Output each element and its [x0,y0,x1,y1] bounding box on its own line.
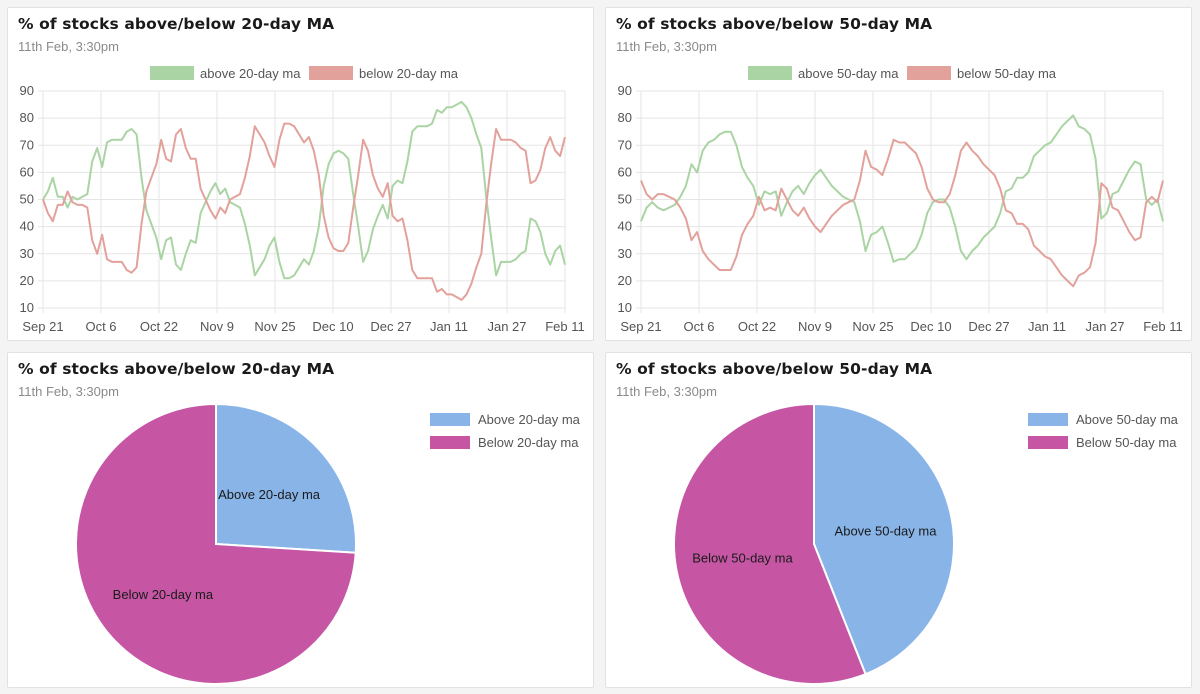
x-tick-label: Oct 22 [738,319,776,334]
x-tick-label: Nov 9 [200,319,234,334]
x-tick-label: Dec 10 [312,319,353,334]
x-tick-label: Oct 6 [85,319,116,334]
y-tick-label: 90 [618,83,632,98]
card-title: % of stocks above/below 50-day MA [616,360,933,378]
card-pie-50: % of stocks above/below 50-day MA 11th F… [605,352,1192,688]
y-tick-label: 80 [20,110,34,125]
y-tick-label: 10 [618,300,632,315]
y-tick-label: 90 [20,83,34,98]
line-chart-50-day: 10 20 30 40 50 60 70 80 90 Sep 21 Oct 6 Oct 22 Nov 9… [618,66,1183,334]
card-pie-20: % of stocks above/below 20-day MA 11th F… [7,352,594,688]
pie-slice [673,402,867,685]
legend-label: below 50-day ma [957,66,1057,81]
legend-swatch [430,413,470,426]
y-tick-label: 40 [20,219,34,234]
y-tick-label: 20 [20,273,34,288]
card-title: % of stocks above/below 50-day MA [616,15,933,33]
legend-swatch [430,436,470,449]
card-subtitle: 11th Feb, 3:30pm [616,39,717,54]
legend-swatch [1028,413,1068,426]
x-tick-label: Feb 11 [1143,319,1183,334]
legend-label: Below 20-day ma [478,435,579,450]
legend-swatch [309,66,353,80]
legend-label: above 50-day ma [798,66,899,81]
legend-swatch [748,66,792,80]
pie-slice-label: Above 20-day ma [218,487,321,502]
y-tick-label: 60 [618,164,632,179]
x-tick-label: Jan 27 [487,319,526,334]
y-tick-label: 10 [20,300,34,315]
x-tick-label: Dec 27 [370,319,411,334]
y-tick-label: 60 [20,164,34,179]
x-tick-label: Nov 9 [798,319,832,334]
y-tick-label: 80 [618,110,632,125]
series-line [640,138,1164,288]
pie-chart-20-day: Above 20-day ma Below 20-day ma Above 20-d… [75,402,581,685]
x-tick-label: Sep 21 [620,319,661,334]
x-tick-label: Dec 10 [910,319,951,334]
legend-label: Above 20-day ma [478,412,581,427]
series-line [42,122,566,301]
card-title: % of stocks above/below 20-day MA [18,360,335,378]
y-tick-label: 70 [20,137,34,152]
x-tick-label: Jan 11 [430,319,468,334]
x-tick-label: Oct 22 [140,319,178,334]
y-tick-label: 30 [20,246,34,261]
x-tick-label: Sep 21 [22,319,63,334]
y-tick-label: 70 [618,137,632,152]
y-tick-label: 50 [618,192,632,207]
pie-chart-50-day: Above 50-day ma Below 50-day ma Above 50-d… [673,402,1179,685]
pie-slice [215,402,357,554]
legend-label: Below 50-day ma [1076,435,1177,450]
x-tick-label: Jan 11 [1028,319,1066,334]
card-subtitle: 11th Feb, 3:30pm [18,39,119,54]
legend-swatch [150,66,194,80]
legend-label: Above 50-day ma [1076,412,1179,427]
pie-slice-label: Above 50-day ma [835,523,938,538]
card-subtitle: 11th Feb, 3:30pm [616,384,717,399]
legend-swatch [907,66,951,80]
x-tick-label: Nov 25 [254,319,295,334]
card-subtitle: 11th Feb, 3:30pm [18,384,119,399]
x-tick-label: Nov 25 [852,319,893,334]
y-tick-label: 50 [20,192,34,207]
x-tick-label: Oct 6 [683,319,714,334]
legend-swatch [1028,436,1068,449]
pie-slice-label: Below 50-day ma [692,551,793,566]
line-chart-20-day: 10 20 30 40 50 60 70 80 90 Sep 21 Oct 6 Oct 22 Nov 9… [20,66,585,334]
pie-slice [75,402,357,685]
series-line [42,100,566,280]
legend-label: above 20-day ma [200,66,301,81]
pie-slice [813,402,955,676]
card-line-20: % of stocks above/below 20-day MA 11th F… [7,7,594,341]
x-tick-label: Feb 11 [545,319,585,334]
series-line [640,114,1164,263]
x-tick-label: Jan 27 [1085,319,1124,334]
legend-label: below 20-day ma [359,66,459,81]
card-line-50: % of stocks above/below 50-day MA 11th F… [605,7,1192,341]
y-tick-label: 40 [618,219,632,234]
y-tick-label: 20 [618,273,632,288]
y-tick-label: 30 [618,246,632,261]
card-title: % of stocks above/below 20-day MA [18,15,335,33]
pie-slice-label: Below 20-day ma [113,587,214,602]
x-tick-label: Dec 27 [968,319,1009,334]
